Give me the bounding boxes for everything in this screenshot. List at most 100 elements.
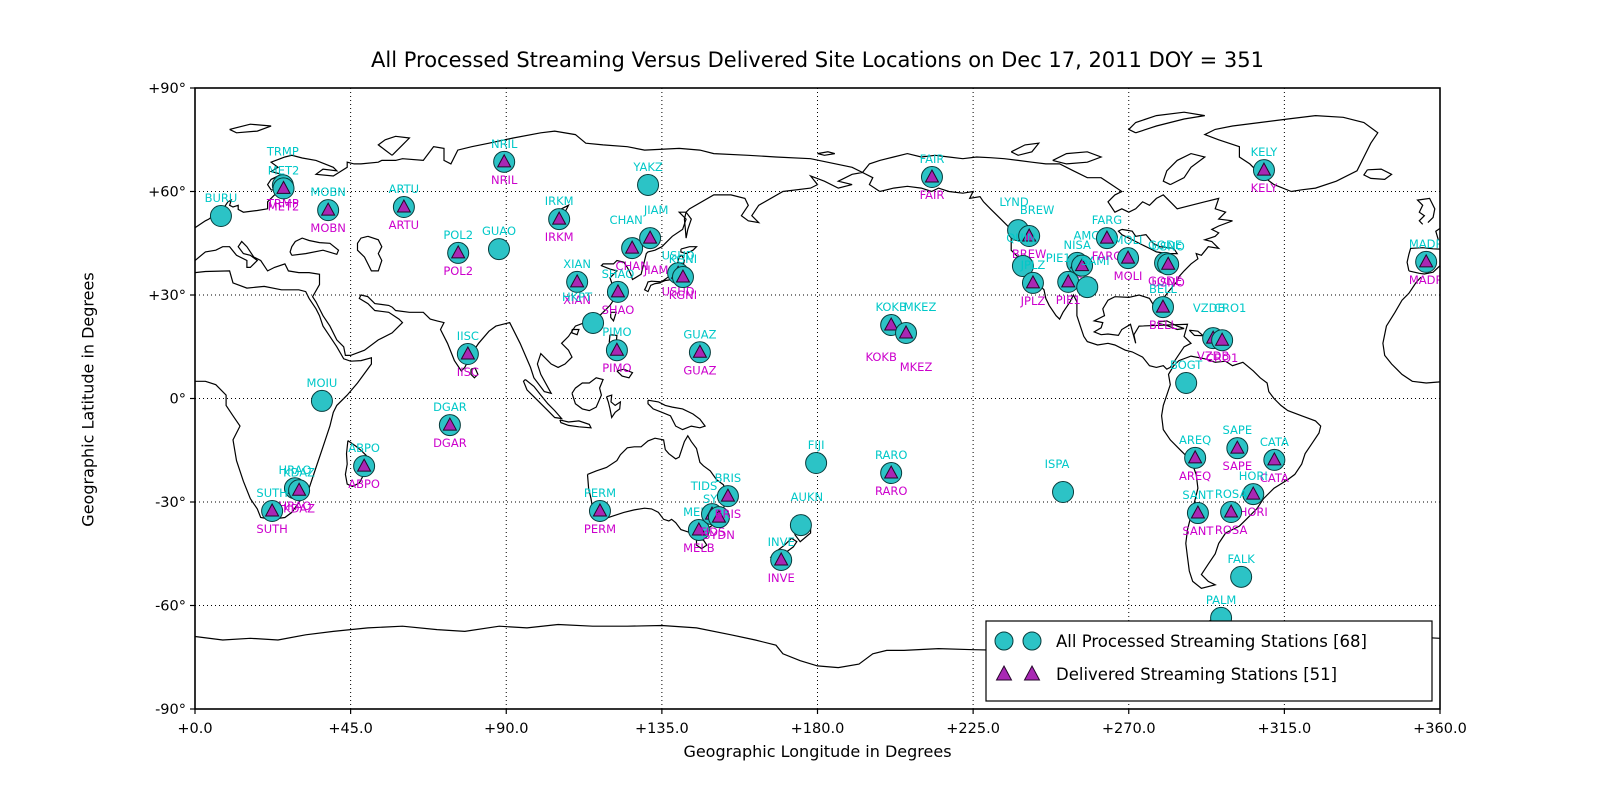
station-label-delivered: PERM [584, 522, 616, 536]
svg-text:+225.0: +225.0 [946, 721, 1000, 737]
station-label-delivered: SAPE [1223, 459, 1253, 473]
axis-ticks [190, 87, 1441, 714]
station-label-processed: GUAZ [683, 327, 716, 341]
station-label-processed: SUTH [256, 486, 287, 500]
station-label-processed: CRO1 [1214, 301, 1246, 315]
svg-text:+135.0: +135.0 [635, 721, 689, 737]
station-sami: SAMI [1076, 254, 1110, 299]
station-label-delivered: PIE1 [1056, 293, 1081, 307]
station-label-delivered: CATA [1260, 471, 1289, 485]
station-ispa: ISPA [1045, 457, 1075, 503]
station-label-delivered: ROSA [1215, 523, 1248, 537]
station-label-processed: NISA [1064, 238, 1092, 252]
station-inve: INVE INVE [768, 535, 795, 585]
svg-text:+270.0: +270.0 [1102, 721, 1156, 737]
station-label-processed: KELY [1251, 145, 1279, 159]
station-label-processed: HKPT [562, 290, 593, 304]
station-label-processed: FARG [1092, 213, 1122, 227]
station-label-processed: RARO [875, 448, 907, 462]
station-label-delivered: FARG [1092, 249, 1122, 263]
legend-entry-2: Delivered Streaming Stations [51] [995, 664, 1337, 684]
station-label-processed: BOGT [1170, 358, 1203, 372]
station-label-delivered: KDAZ [283, 501, 315, 515]
station-label-delivered: HRAO [279, 499, 312, 513]
legend-triangle-icon [995, 664, 1013, 681]
station-label-processed: MOLI [1114, 233, 1143, 247]
station-label-delivered: PIMO [602, 361, 631, 375]
station-label-processed: AREQ [1179, 433, 1211, 447]
station-xian: XIAN XIAN [563, 257, 591, 307]
station-met2: MET2 MET2 [268, 163, 300, 213]
station-label-processed: LYND [999, 195, 1029, 209]
station-label-processed: KDAZ [283, 465, 315, 479]
legend-entry-label: Delivered Streaming Stations [51] [1056, 665, 1337, 684]
legend-circle-icon [1022, 631, 1042, 651]
station-label-processed: BELL [1149, 282, 1178, 296]
station-suth: SUTH SUTH [256, 486, 287, 536]
station-label-processed: PERM [584, 486, 616, 500]
svg-text:+315.0: +315.0 [1258, 721, 1312, 737]
station-bell: BELL BELL [1149, 282, 1178, 332]
legend-circle-icon [994, 631, 1014, 651]
station-label-processed: SHAO [602, 267, 635, 281]
station-label-processed: FIJI [808, 438, 825, 452]
stations: BURUTRMPTRMPMET2MET2MOBNMOBNARTUARTUPOL2… [205, 137, 1444, 629]
svg-text:+90°: +90° [148, 81, 186, 97]
station-label-delivered: GUAZ [683, 363, 716, 377]
station-label-delivered: TRMP [266, 196, 299, 210]
x-axis-label: Geographic Longitude in Degrees [683, 742, 952, 761]
svg-text:0°: 0° [170, 392, 186, 408]
station-nril: NRIL NRIL [491, 137, 518, 187]
station-label-processed: BREW [1020, 203, 1055, 217]
station-label-delivered: NRIL [491, 173, 518, 187]
station-kgni: KGNI KGNI [669, 252, 697, 302]
station-aukn: AUKN [789, 490, 823, 537]
station-moiu: MOIU [307, 376, 338, 412]
station-artu: ARTU ARTU [389, 182, 419, 232]
station-jiam: JIAM JIAM [639, 203, 668, 277]
station-label-delivered: DGAR [433, 436, 467, 450]
station-kely: KELY KELY [1251, 145, 1279, 195]
station-quin: QUIN [1006, 231, 1036, 278]
station-usno: USNO USNO [1151, 239, 1184, 289]
station-label-processed: KGNI [669, 252, 697, 266]
station-label-processed: YAKZ [632, 160, 663, 174]
station-falk: FALK [1227, 552, 1255, 588]
station-iisc: IISC IISC [457, 329, 479, 379]
station-hkpt: HKPT [562, 290, 605, 334]
station-moli: MOLI MOLI [1114, 233, 1143, 283]
y-axis-label: Geographic Latitude in Degrees [78, 272, 98, 527]
station-label-processed: ARTU [389, 182, 419, 196]
station-label-delivered: USUD [662, 284, 695, 298]
station-dgar: DGAR DGAR [433, 400, 467, 450]
station-label-delivered: KELY [1251, 181, 1279, 195]
station-label-processed: INVE [768, 535, 795, 549]
station-label-processed: USUD [662, 248, 695, 262]
station-label-processed: MOBN [310, 185, 345, 199]
station-label-processed: QUIN [1006, 231, 1035, 245]
station-sape: SAPE SAPE [1223, 423, 1253, 473]
station-label-processed: TIDS [690, 479, 718, 493]
svg-text:+45.0: +45.0 [328, 721, 372, 737]
station-label-delivered: SYDN [703, 528, 735, 542]
station-label-processed: SAPE [1223, 423, 1253, 437]
station-label-delivered: USNO [1151, 275, 1184, 289]
station-label-processed: AUKN [791, 490, 823, 504]
station-pimo: PIMO PIMO [602, 325, 631, 375]
station-label-processed: ROSA [1215, 487, 1248, 501]
station-label-delivered: RARO [875, 484, 907, 498]
station-fair: FAIR FAIR [920, 152, 945, 202]
legend-entry-1: All Processed Streaming Stations [68] [994, 631, 1367, 651]
station-label-processed: GODE [1148, 238, 1182, 252]
station-label-delivered: BRIS [715, 507, 742, 521]
station-label-processed: MOIU [307, 376, 338, 390]
station-label-delivered: MOBN [310, 221, 345, 235]
station-label-delivered: MELB [683, 541, 715, 555]
station-label-processed: ISPA [1045, 457, 1070, 471]
station-label-delivered: MADR [1409, 273, 1444, 287]
station-label-delivered: MET2 [268, 199, 300, 213]
station-label-processed: GUAO [482, 224, 516, 238]
station-bogt: BOGT [1170, 358, 1203, 394]
